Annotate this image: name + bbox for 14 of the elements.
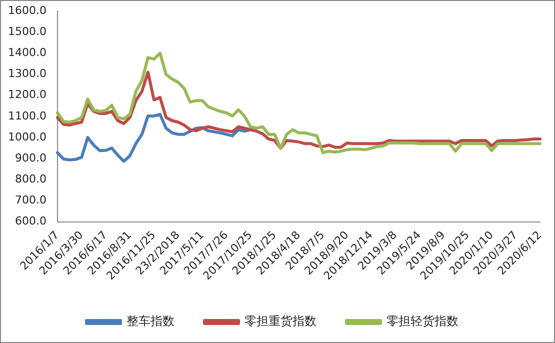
- y-tick-label: 1300.0: [8, 67, 46, 80]
- y-tick-label: 1200.0: [8, 88, 46, 102]
- y-tick-label: 1100.0: [8, 109, 46, 122]
- y-tick-label: 1400.0: [8, 46, 46, 60]
- y-tick-label: 900.0: [14, 151, 46, 164]
- y-tick-label: 1000.0: [8, 130, 46, 144]
- legend-label: 整车指数: [126, 314, 174, 328]
- legend-label: 零担重货指数: [244, 314, 316, 328]
- y-tick-label: 800.0: [14, 172, 46, 186]
- y-tick-label: 1500.0: [8, 24, 46, 38]
- legend-label: 零担轻货指数: [386, 314, 458, 328]
- y-tick-label: 600.0: [14, 214, 46, 228]
- y-tick-label: 1600.0: [8, 4, 46, 17]
- y-tick-label: 700.0: [14, 194, 46, 207]
